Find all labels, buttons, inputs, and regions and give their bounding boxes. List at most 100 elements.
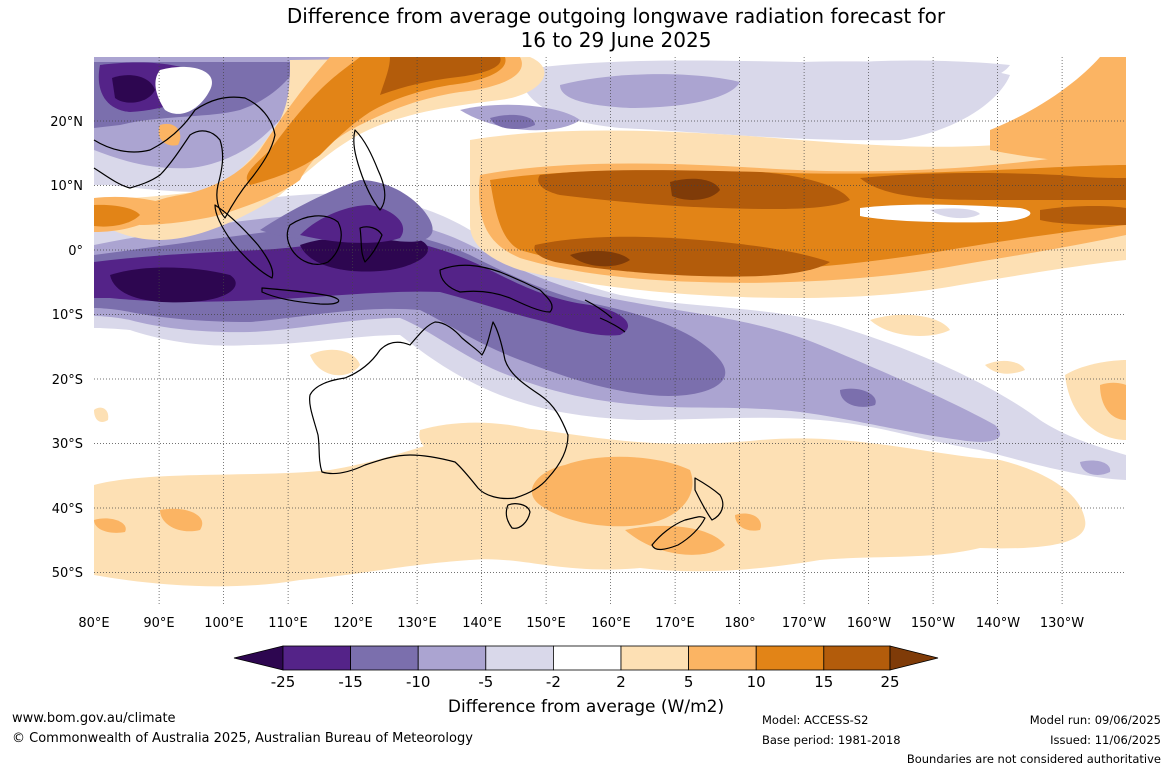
colorbar-swatch-8: [755, 645, 825, 671]
sumatra-coastline: [214, 204, 274, 279]
colorbar-swatch-9: [823, 645, 891, 671]
cb-label-neg25: -25: [271, 673, 296, 691]
solomon-islands-coastline: [584, 299, 626, 333]
eq-pacific-orange-15-south: [534, 236, 830, 277]
colorbar-swatch-6: [620, 645, 689, 671]
asia-deep-purple: [112, 75, 155, 103]
asia-white-gap: [155, 66, 212, 114]
model-text: Model: ACCESS-S2: [762, 713, 869, 727]
australia-coastline: [309, 321, 569, 500]
lon-tick-150w: 150°W: [911, 616, 955, 631]
deep-purple-indian-ocean: [110, 267, 236, 303]
map-gridlines: [94, 57, 1126, 605]
eq-pacific-light-purple-strip: [930, 208, 980, 219]
mainland-asia-coastline: [93, 96, 276, 219]
nz-south-island-coastline: [651, 516, 706, 551]
south-orange-patch-1: [531, 456, 693, 527]
lat-tick-10s: 10°S: [52, 308, 83, 323]
sulawesi-coastline: [359, 226, 383, 263]
chart-title: Difference from average outgoing longwav…: [0, 4, 1173, 52]
small-light-orange-2: [870, 314, 950, 336]
colorbar: [233, 645, 939, 671]
indian-ocean-orange-10: [94, 204, 140, 227]
pacific-light-purple-east: [830, 60, 1010, 90]
new-guinea-coastline: [439, 264, 553, 313]
east-light-orange-region: [1065, 360, 1126, 440]
south-orange-patch-4: [94, 518, 126, 533]
lon-tick-140e: 140°E: [462, 616, 502, 631]
cb-label-15: 15: [814, 673, 833, 691]
pacific-north-purple-5: [560, 74, 740, 108]
cb-label-neg5: -5: [478, 673, 493, 691]
nz-north-island-coastline: [694, 477, 724, 521]
lat-tick-20s: 20°S: [52, 373, 83, 388]
cb-label-10: 10: [747, 673, 766, 691]
purple-15-band: [94, 238, 629, 336]
cb-label-neg15: -15: [338, 673, 363, 691]
philippines-coastline: [353, 129, 386, 211]
south-orange-patch-6: [735, 513, 761, 531]
cb-label-2: 2: [616, 673, 626, 691]
eq-pacific-deep-orange-1: [670, 178, 720, 200]
small-light-orange-4: [94, 407, 109, 422]
longitude-tick-labels: 80°E 90°E 100°E 110°E 120°E 130°E 140°E …: [78, 616, 1084, 631]
colorbar-high-arrow: [889, 645, 939, 671]
cb-label-25: 25: [880, 673, 899, 691]
lon-tick-170w: 170°W: [782, 616, 826, 631]
lon-tick-120e: 120°E: [333, 616, 373, 631]
issued-text: Issued: 11/06/2025: [1050, 733, 1161, 747]
lat-tick-50s: 50°S: [52, 566, 83, 581]
java-coastline: [261, 287, 340, 305]
colorbar-title: Difference from average (W/m2): [448, 697, 724, 717]
lon-tick-100e: 100°E: [204, 616, 244, 631]
colorbar-low-arrow: [233, 645, 284, 671]
colorbar-swatch-1: [282, 645, 351, 671]
lon-tick-140w: 140°W: [976, 616, 1020, 631]
website-link[interactable]: www.bom.gov.au/climate: [12, 711, 176, 726]
south-orange-patch-5: [1100, 382, 1126, 420]
lon-tick-110e: 110°E: [268, 616, 308, 631]
pacific-north-purple-10: [490, 114, 535, 130]
title-line-2: 16 to 29 June 2025: [520, 28, 712, 52]
eq-pacific-orange-15-far-east: [1040, 205, 1126, 225]
small-light-orange-3: [985, 360, 1025, 374]
lon-tick-130w: 130°W: [1040, 616, 1084, 631]
coastlines: [93, 96, 724, 551]
base-period-text: Base period: 1981-2018: [762, 733, 901, 747]
eq-pacific-orange-15-east: [860, 173, 1126, 200]
maritime-purple-15: [300, 205, 404, 243]
eq-pacific-deep-orange-2: [570, 250, 630, 267]
south-pacific-purple-10-patch: [840, 388, 876, 407]
cb-label-neg10: -10: [406, 673, 431, 691]
lat-tick-40s: 40°S: [52, 502, 83, 517]
colorbar-swatch-3: [417, 645, 487, 671]
model-run-text: Model run: 09/06/2025: [1029, 713, 1161, 727]
nw-pacific-orange-15: [380, 57, 501, 95]
small-light-orange-1: [310, 349, 360, 376]
lon-tick-90e: 90°E: [143, 616, 174, 631]
lon-tick-170e: 170°E: [655, 616, 695, 631]
lat-tick-30s: 30°S: [52, 437, 83, 452]
colorbar-swatch-5: [553, 645, 622, 671]
copyright-text: © Commonwealth of Australia 2025, Austra…: [12, 731, 473, 746]
tasmania-coastline: [505, 503, 531, 529]
colorbar-swatch-2: [350, 645, 419, 671]
colorbar-swatch-7: [688, 645, 757, 671]
lon-tick-130e: 130°E: [397, 616, 437, 631]
anomaly-fields: [94, 57, 1126, 605]
south-pacific-purple-patch: [1080, 460, 1111, 475]
lon-tick-150e: 150°E: [526, 616, 566, 631]
deep-purple-indonesia: [300, 235, 429, 272]
lat-tick-10n: 10°N: [50, 179, 83, 194]
lat-tick-20n: 20°N: [50, 115, 83, 130]
cb-label-neg2: -2: [546, 673, 561, 691]
cb-label-5: 5: [684, 673, 694, 691]
lon-tick-160w: 160°W: [847, 616, 891, 631]
lat-tick-0: 0°: [68, 244, 83, 259]
colorbar-swatch-4: [485, 645, 554, 671]
hawaii-orange-patch: [1050, 128, 1082, 143]
title-line-1: Difference from average outgoing longwav…: [286, 4, 946, 28]
lon-tick-180: 180°: [724, 616, 755, 631]
sw-light-orange-region: [419, 422, 561, 467]
